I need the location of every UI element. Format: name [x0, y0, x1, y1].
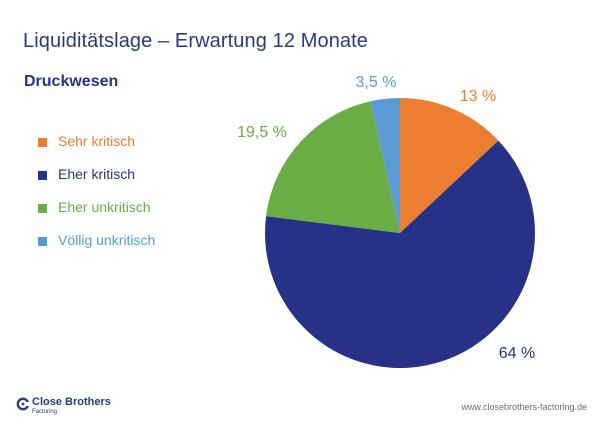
legend-label-sehr-kritisch: Sehr kritisch: [58, 133, 136, 149]
footer-url[interactable]: www.closebrothers-factoring.de: [461, 402, 587, 412]
close-brothers-logo-icon: [16, 397, 30, 411]
legend-label-eher-unkritisch: Eher unkritisch: [58, 199, 151, 215]
legend-swatch-eher-unkritisch: [38, 204, 47, 213]
legend-label-voellig-unkritisch: Völlig unkritisch: [58, 232, 156, 248]
data-label-sehr-kritisch: 13 %: [460, 88, 496, 105]
brand-subline: Factoring: [32, 409, 58, 415]
data-label-eher-unkritisch: 19,5 %: [237, 124, 287, 141]
legend-swatch-voellig-unkritisch: [38, 237, 47, 246]
pie-slice-voellig-unkritisch: [370, 98, 400, 233]
brand-name: Close Brothers: [32, 396, 111, 408]
data-label-voellig-unkritisch: 3,5 %: [356, 74, 397, 91]
pie-slice-eher-unkritisch: [266, 101, 400, 233]
legend-label-eher-kritisch: Eher kritisch: [58, 166, 136, 182]
data-label-eher-kritisch: 64 %: [499, 345, 535, 362]
legend-swatch-eher-kritisch: [38, 171, 47, 180]
pie-slice-eher-kritisch: [264, 140, 535, 368]
legend-swatch-sehr-kritisch: [38, 138, 47, 147]
pie-slice-sehr-kritisch: [400, 98, 499, 233]
chart-subtitle: Druckwesen: [24, 73, 119, 90]
chart-title: Liquiditätslage – Erwartung 12 Monate: [23, 30, 369, 52]
